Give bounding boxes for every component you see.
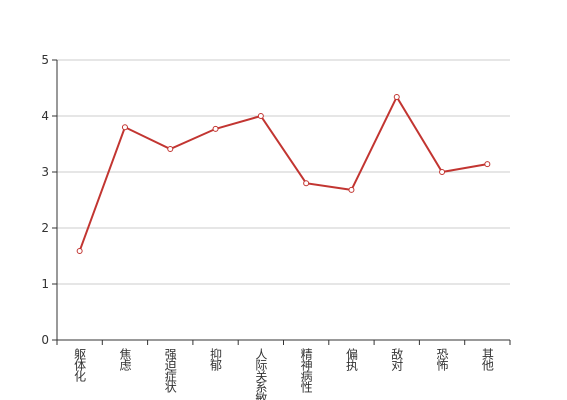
x-tick-label: 焦虑	[118, 348, 132, 371]
line	[78, 94, 488, 252]
point	[212, 125, 219, 132]
y-tick-label: 2	[41, 221, 49, 235]
point	[257, 113, 264, 119]
point	[76, 247, 83, 254]
y-tick-label: 4	[41, 109, 49, 123]
y-tick-label: 1	[41, 277, 49, 291]
point	[303, 180, 310, 187]
x-tick-label: 精神病性	[299, 348, 313, 394]
point	[484, 161, 491, 168]
y-tick-label: 5	[41, 53, 49, 67]
point	[439, 169, 446, 175]
x-tick-label: 其他	[480, 348, 494, 371]
x-tick-label: 抑郁	[209, 347, 223, 372]
point	[167, 146, 174, 153]
x-tick-label: 偏执	[344, 347, 358, 372]
x-tick-label: 强迫症状	[163, 348, 177, 393]
x-tick-label: 躯体化	[73, 347, 87, 383]
x-tick-label: 恐怖	[435, 348, 449, 371]
x-tick-label: 人际关系敏感	[254, 348, 268, 400]
y-tick-label: 3	[41, 165, 49, 179]
x-tick-label: 敌对	[390, 347, 404, 371]
point	[393, 93, 400, 100]
y-tick-label: 0	[41, 333, 49, 347]
point	[121, 124, 128, 131]
point	[348, 186, 355, 193]
